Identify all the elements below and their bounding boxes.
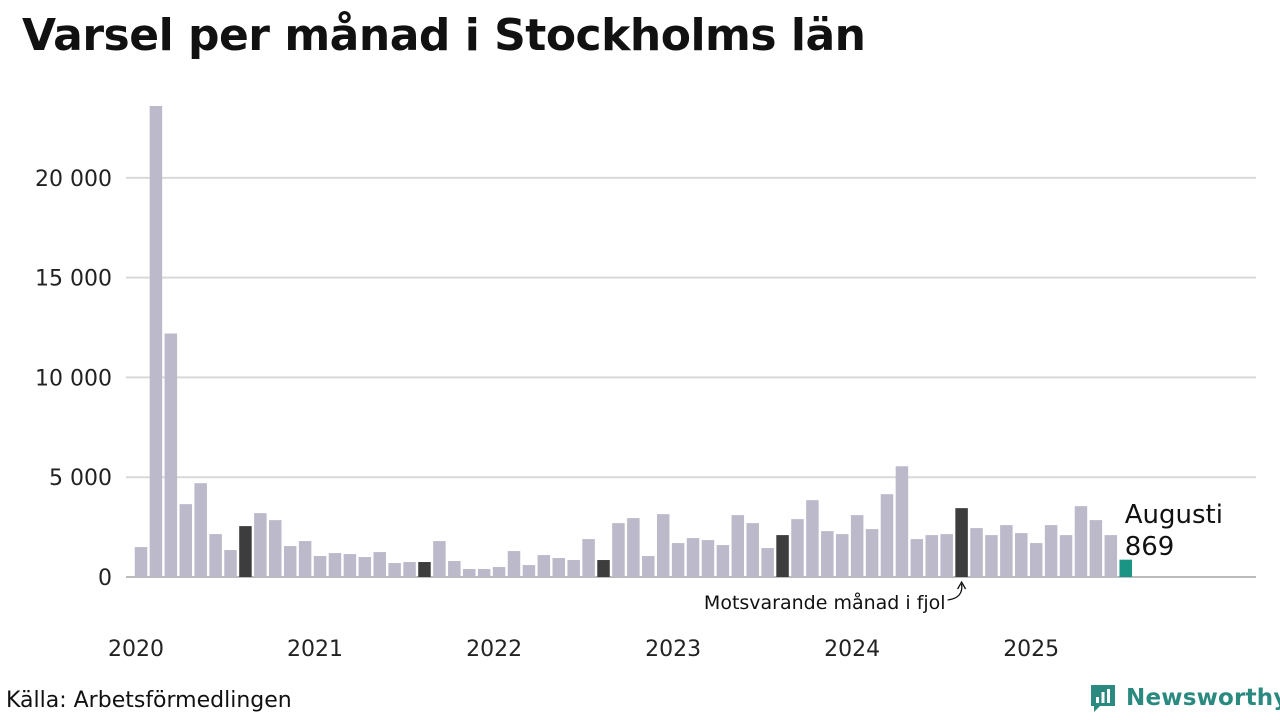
- bar: [850, 515, 864, 577]
- bar: [1015, 533, 1028, 577]
- bar: [910, 539, 924, 577]
- bar: [179, 504, 193, 577]
- bar: [925, 535, 939, 577]
- chart-title: Varsel per månad i Stockholms län: [22, 10, 866, 61]
- x-tick-label: 2023: [645, 637, 701, 662]
- bar: [686, 538, 700, 577]
- bar: [209, 534, 222, 577]
- bar: [149, 105, 163, 577]
- bar-same-month-last-year: [955, 508, 968, 577]
- bar-same-month-last-year: [597, 560, 610, 577]
- bar: [462, 569, 476, 577]
- bar-same-month-last-year: [776, 535, 789, 577]
- bar: [985, 535, 998, 577]
- bar: [746, 523, 759, 577]
- bar: [552, 558, 566, 577]
- bar: [761, 548, 774, 577]
- annotation-arrow: [947, 583, 963, 601]
- bar: [1059, 535, 1073, 577]
- y-tick-label: 5 000: [49, 466, 112, 491]
- y-tick-label: 10 000: [35, 366, 112, 391]
- annotation-arrowhead: [957, 580, 967, 590]
- bar: [283, 546, 297, 577]
- bar: [612, 523, 625, 577]
- bar: [940, 534, 953, 577]
- bar: [671, 543, 685, 577]
- bar: [477, 569, 491, 577]
- bar: [522, 565, 536, 577]
- y-tick-label: 15 000: [35, 267, 112, 292]
- bar: [835, 534, 849, 577]
- bar: [791, 519, 804, 577]
- x-tick-label: 2022: [466, 637, 522, 662]
- bar: [194, 483, 207, 577]
- bar: [865, 529, 879, 577]
- bar-same-month-last-year: [418, 562, 431, 577]
- bar: [507, 551, 521, 577]
- newsworthy-brand: Newsworthy: [1088, 683, 1280, 713]
- annotation-label: Motsvarande månad i fjol: [704, 591, 946, 614]
- bar: [806, 500, 819, 577]
- bar: [1000, 525, 1013, 577]
- bar: [448, 561, 461, 577]
- bar: [701, 540, 715, 577]
- bar: [343, 554, 357, 577]
- bar: [388, 563, 401, 577]
- bar: [1044, 525, 1058, 577]
- bar: [313, 556, 327, 577]
- bar: [164, 333, 178, 577]
- bar: [821, 531, 834, 577]
- y-axis-tick-labels: 0 5 000 10 000 15 000 20 000: [35, 167, 112, 591]
- x-tick-label: 2020: [108, 637, 164, 662]
- bar: [970, 528, 983, 577]
- bar: [880, 494, 894, 577]
- source-credit: Källa: Arbetsförmedlingen: [6, 688, 292, 713]
- bar: [1029, 543, 1043, 577]
- x-tick-label: 2025: [1003, 637, 1059, 662]
- bar: [373, 552, 386, 577]
- y-tick-label: 0: [98, 566, 112, 591]
- bar: [537, 555, 551, 577]
- x-axis-tick-labels: 2020 2021 2022 2023 2024 2025: [108, 637, 1059, 662]
- bar-same-month-last-year: [239, 526, 252, 577]
- bar: [134, 547, 148, 577]
- bar: [328, 553, 342, 577]
- bar: [1089, 520, 1103, 577]
- bar: [492, 567, 506, 577]
- y-tick-label: 20 000: [35, 167, 112, 192]
- current-value-label: 869: [1125, 532, 1175, 562]
- x-tick-label: 2021: [287, 637, 343, 662]
- bar-current-month: [1119, 559, 1132, 577]
- bar: [1104, 535, 1118, 577]
- bar: [403, 562, 416, 577]
- bar: [224, 550, 237, 577]
- current-month-label: Augusti: [1125, 500, 1223, 530]
- bar: [254, 513, 267, 577]
- bar: [731, 515, 745, 577]
- bar: [567, 560, 580, 577]
- bar: [298, 541, 312, 577]
- bar: [269, 520, 282, 577]
- bar: [1074, 506, 1088, 577]
- bar: [642, 556, 655, 577]
- bar: [582, 539, 595, 577]
- bar: [895, 466, 909, 577]
- x-tick-label: 2024: [824, 637, 880, 662]
- bar: [627, 518, 640, 577]
- bar: [716, 545, 730, 577]
- bar: [433, 541, 446, 577]
- bars: [134, 105, 1132, 577]
- bar: [656, 514, 670, 577]
- newsworthy-logo-icon: [1091, 685, 1115, 712]
- brand-name: Newsworthy: [1126, 685, 1280, 711]
- bar: [358, 557, 372, 577]
